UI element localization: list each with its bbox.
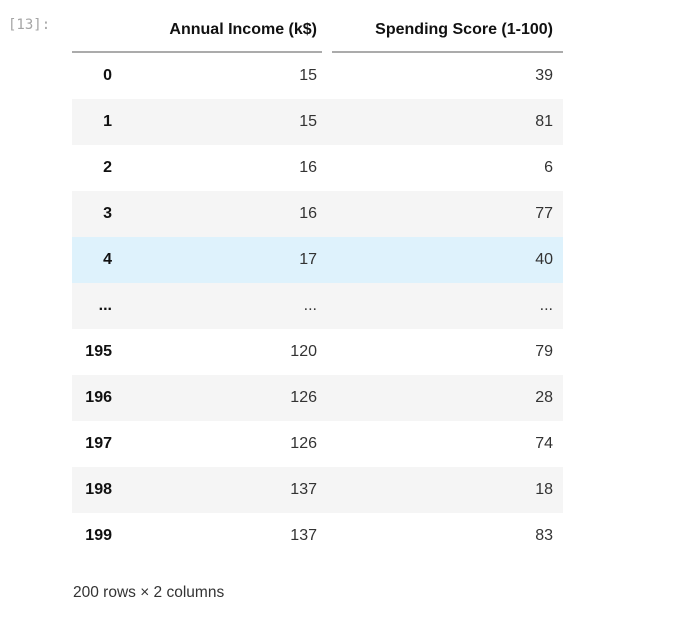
cell-value: 6: [544, 159, 553, 176]
cell-value: 79: [535, 343, 553, 360]
row-index-label: 0: [103, 67, 112, 84]
cell-value: 81: [535, 113, 553, 130]
row-index-label: 195: [85, 343, 112, 360]
row-index-label: 198: [85, 481, 112, 498]
cell-value: 16: [299, 159, 317, 176]
table-row[interactable]: 198 137 18: [72, 467, 563, 513]
table-row[interactable]: 196 126 28: [72, 375, 563, 421]
cell-value: 126: [290, 389, 317, 406]
dataframe-table: Annual Income (k$) Spending Score (1-100…: [72, 10, 563, 559]
table-row[interactable]: 199 137 83: [72, 513, 563, 559]
execution-count-prompt: [13]:: [8, 17, 51, 33]
row-index-label: 197: [85, 435, 112, 452]
table-row[interactable]: 0 15 39: [72, 52, 563, 99]
row-index-label: 4: [103, 251, 112, 268]
dataframe-output: Annual Income (k$) Spending Score (1-100…: [72, 10, 563, 602]
header-row: Annual Income (k$) Spending Score (1-100…: [72, 10, 563, 53]
column-header-annual-income: Annual Income (k$): [120, 10, 322, 53]
cell-value: 137: [290, 481, 317, 498]
cell-value: 74: [535, 435, 553, 452]
table-row[interactable]: 2 16 6: [72, 145, 563, 191]
table-row[interactable]: 195 120 79: [72, 329, 563, 375]
cell-value: 15: [299, 113, 317, 130]
row-index-label: 196: [85, 389, 112, 406]
cell-value: ...: [303, 297, 317, 314]
row-index-label: ...: [98, 297, 112, 314]
cell-value: 120: [290, 343, 317, 360]
cell-value: 137: [290, 527, 317, 544]
cell-value: 28: [535, 389, 553, 406]
row-index-label: 3: [103, 205, 112, 222]
column-header-spending-score: Spending Score (1-100): [322, 10, 563, 53]
table-row[interactable]: 197 126 74: [72, 421, 563, 467]
cell-value: 77: [535, 205, 553, 222]
table-row[interactable]: 3 16 77: [72, 191, 563, 237]
cell-value: 17: [299, 251, 317, 268]
cell-value: ...: [539, 297, 553, 314]
cell-value: 83: [535, 527, 553, 544]
row-index-label: 2: [103, 159, 112, 176]
table-row[interactable]: .........: [72, 283, 563, 329]
cell-value: 15: [299, 67, 317, 84]
row-index-label: 199: [85, 527, 112, 544]
index-column-header: [72, 10, 120, 53]
dataframe-shape-summary: 200 rows × 2 columns: [73, 584, 225, 601]
cell-value: 18: [535, 481, 553, 498]
row-index-label: 1: [103, 113, 112, 130]
cell-value: 40: [535, 251, 553, 268]
table-row[interactable]: 4 17 40: [72, 237, 563, 283]
cell-value: 39: [535, 67, 553, 84]
table-row[interactable]: 1 15 81: [72, 99, 563, 145]
cell-value: 16: [299, 205, 317, 222]
cell-value: 126: [290, 435, 317, 452]
